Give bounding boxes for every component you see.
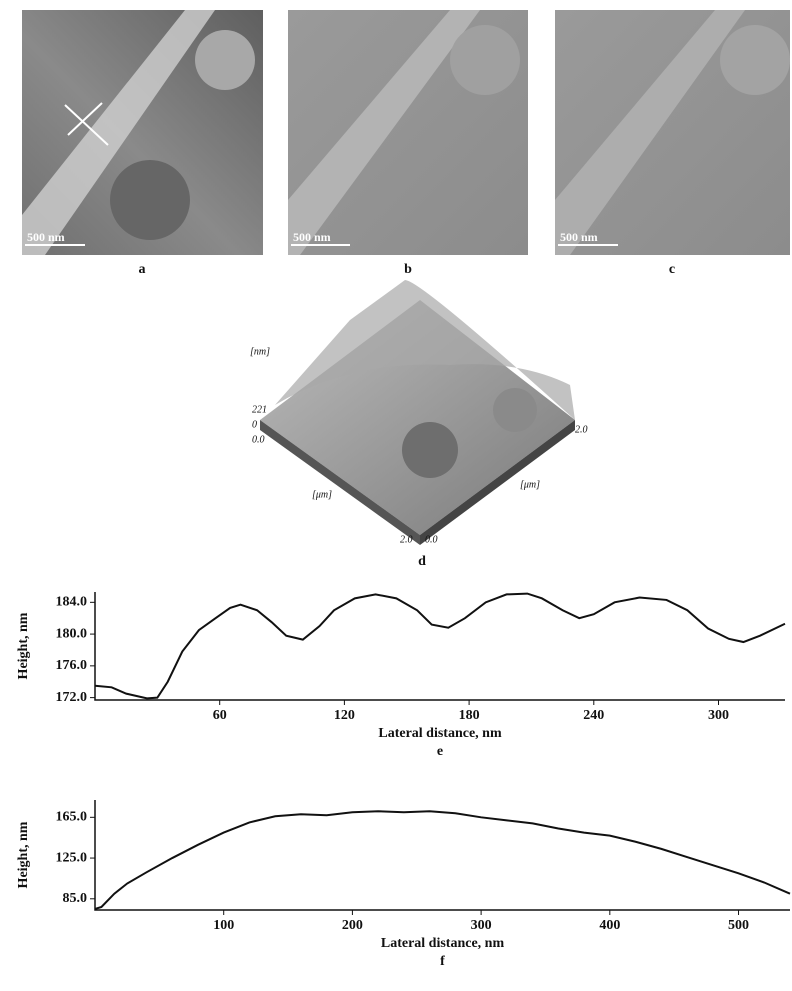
y-tick-label: 176.0: [56, 658, 88, 673]
image-b: 500 nm: [288, 10, 528, 255]
x-axis-label: Lateral distance, nm: [378, 726, 502, 741]
x-start: 0.0: [252, 434, 265, 445]
panel-label: c: [669, 262, 675, 277]
x-unit: [μm]: [312, 489, 332, 500]
x-tick-label: 300: [471, 918, 492, 933]
axis-frame: [95, 800, 790, 910]
panel-label: e: [437, 744, 443, 759]
y-tick-label: 172.0: [56, 690, 88, 705]
x-axis-label: Lateral distance, nm: [381, 936, 505, 951]
x-end: 2.0: [400, 534, 413, 545]
y-unit: [μm]: [520, 479, 540, 490]
x-tick-label: 120: [334, 708, 355, 723]
x-tick-label: 300: [708, 708, 729, 723]
scale-bar-label: 500 nm: [27, 230, 65, 244]
panel-label: d: [418, 554, 426, 569]
z-min: 0: [252, 419, 257, 430]
y-tick-label: 165.0: [56, 810, 88, 825]
y-axis-label: Height, nm: [16, 612, 31, 679]
x-tick-label: 60: [213, 708, 227, 723]
figure: 500 nm 500 nm 500 nm a b c [nm] 221 0 0.…: [0, 0, 792, 991]
y-tick-label: 180.0: [56, 626, 88, 641]
data-line: [95, 811, 790, 909]
y-end: 2.0: [575, 424, 588, 435]
y-tick-label: 125.0: [56, 850, 88, 865]
surface-3d: [nm] 221 0 0.0 [μm] 2.0 0.0 [μm] 2.0: [250, 280, 588, 545]
y-tick-label: 184.0: [56, 595, 88, 610]
x-tick-label: 240: [583, 708, 604, 723]
z-unit: [nm]: [250, 346, 270, 357]
x-tick-label: 180: [459, 708, 480, 723]
x-tick-label: 400: [599, 918, 620, 933]
panel-label: a: [139, 262, 146, 277]
image-c: 500 nm: [555, 10, 790, 255]
z-max: 221: [252, 404, 267, 415]
x-tick-label: 200: [342, 918, 363, 933]
scale-bar-label: 500 nm: [560, 230, 598, 244]
x-tick-label: 500: [728, 918, 749, 933]
scale-bar-label: 500 nm: [293, 230, 331, 244]
y-start: 0.0: [425, 534, 438, 545]
y-tick-label: 85.0: [63, 891, 88, 906]
y-axis-label: Height, nm: [16, 821, 31, 888]
x-tick-label: 100: [213, 918, 234, 933]
panel-label: b: [404, 262, 412, 277]
data-line: [95, 594, 785, 699]
image-a: 500 nm: [22, 10, 263, 255]
panel-label: f: [440, 954, 445, 969]
